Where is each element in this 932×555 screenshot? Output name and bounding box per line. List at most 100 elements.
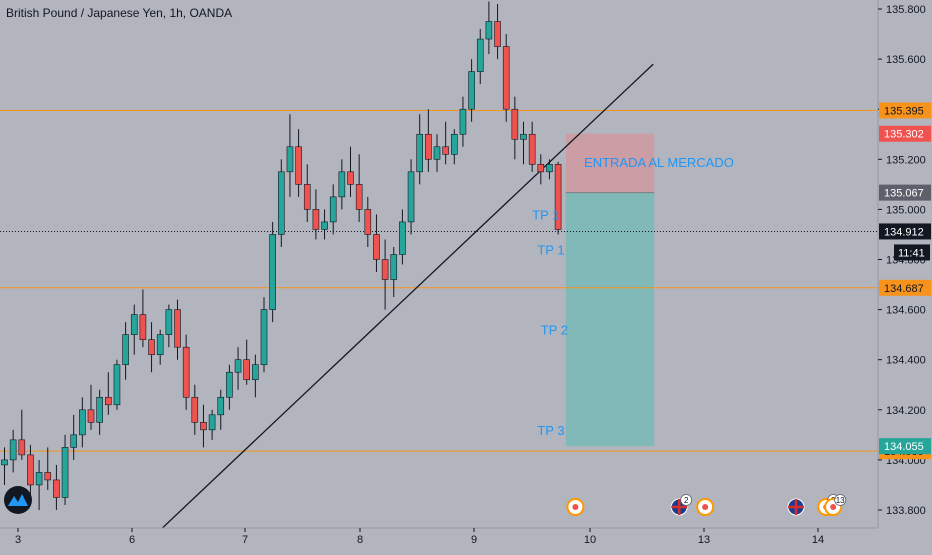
candle-body — [70, 434, 77, 448]
y-tick-label: 134.400 — [886, 355, 926, 367]
candle-body — [303, 184, 311, 210]
y-tick-label: 134.200 — [886, 405, 926, 417]
tradingview-logo-icon — [4, 486, 32, 514]
candle-body — [260, 309, 268, 366]
price-label-bg — [879, 184, 931, 201]
event-count-badge — [680, 494, 693, 506]
candle-body — [234, 359, 242, 373]
candle-body — [269, 234, 276, 310]
candle-body — [44, 472, 52, 481]
candle-body — [425, 133, 432, 160]
chart-title: British Pound / Japanese Yen, 1h, OANDA — [6, 6, 233, 20]
candle-body — [286, 146, 294, 173]
candle-body — [122, 334, 129, 366]
candle-body — [347, 171, 354, 185]
countdown-label: 11:41 — [898, 247, 925, 259]
candle-body — [338, 171, 346, 198]
level-price-label-bg — [879, 102, 931, 119]
candle-body — [105, 396, 112, 406]
candle-body — [130, 314, 138, 335]
event-count-label: 2 — [684, 496, 689, 505]
candle-body — [476, 38, 484, 72]
price-label: 135.067 — [884, 188, 924, 200]
candle-body — [450, 133, 458, 155]
candle-body — [502, 46, 510, 110]
y-tick-label: 135.600 — [886, 54, 926, 66]
candle-body — [243, 359, 250, 381]
candle-body — [217, 396, 225, 416]
price-label-bg — [879, 438, 931, 455]
candle-body — [87, 409, 95, 423]
candle-body — [537, 164, 545, 173]
candle-body — [468, 71, 475, 110]
candle-body — [27, 454, 34, 486]
tradingview-logo-mark — [8, 494, 28, 506]
candle-body — [554, 164, 562, 230]
y-tick-label: 135.800 — [886, 4, 926, 16]
price-label: 134.912 — [884, 226, 924, 238]
candle-body — [277, 171, 285, 235]
take-profit-zone — [565, 192, 655, 447]
candle-body — [511, 108, 519, 140]
event-count-badge — [834, 494, 847, 506]
candle-body — [165, 309, 173, 335]
candle-body — [191, 396, 199, 423]
candle-body — [329, 196, 337, 223]
candle-body — [156, 334, 164, 355]
candle-body — [528, 133, 536, 165]
candle-body — [494, 21, 501, 47]
candle-body — [520, 133, 527, 140]
candle-body — [312, 209, 320, 230]
candle-body — [139, 314, 147, 340]
candle-body — [546, 164, 553, 173]
x-tick-label: 6 — [129, 534, 135, 546]
candle-body — [1, 459, 8, 466]
candle-body — [96, 396, 103, 423]
candle-body — [321, 221, 328, 230]
y-tick-label: 135.000 — [886, 204, 926, 216]
price-label-bg — [879, 223, 931, 240]
candle-body — [174, 309, 181, 348]
stop-loss-zone — [565, 133, 655, 193]
candle-body — [18, 439, 26, 456]
candle-body — [399, 221, 406, 255]
x-tick-label: 8 — [357, 534, 363, 546]
candle-body — [148, 339, 155, 355]
level-price-label: 134.687 — [884, 283, 924, 295]
level-price-label: 135.395 — [884, 105, 924, 117]
y-tick-label: 133.800 — [886, 505, 926, 517]
candle-body — [416, 133, 424, 173]
candle-body — [364, 209, 372, 235]
x-tick-label: 7 — [242, 534, 248, 546]
candle-body — [182, 346, 190, 398]
candle-body — [226, 371, 233, 398]
candle-body — [390, 254, 398, 280]
candle-body — [35, 472, 43, 486]
annotation-label: TP 2 — [541, 323, 568, 338]
x-tick-label: 9 — [471, 534, 477, 546]
event-count-label: 13 — [836, 496, 845, 505]
price-label-bg — [879, 125, 931, 142]
candle-body — [381, 259, 389, 280]
candle-body — [433, 146, 441, 160]
price-label: 135.302 — [884, 129, 924, 141]
candle-body — [61, 447, 69, 498]
candle-body — [9, 439, 17, 461]
annotation-label: TP 3 — [537, 423, 564, 438]
annotation-label: TP 1 — [532, 207, 559, 222]
candle-body — [79, 409, 86, 436]
annotation-label: ENTRADA AL MERCADO — [584, 155, 734, 170]
x-tick-label: 10 — [584, 534, 596, 546]
y-tick-label: 134.600 — [886, 305, 926, 317]
candle-body — [53, 479, 60, 498]
candle-body — [355, 184, 363, 210]
economic-event-dot — [702, 504, 709, 510]
time-axis — [0, 528, 932, 550]
level-price-label-bg — [879, 279, 931, 296]
trendline — [159, 63, 654, 531]
candle-body — [485, 21, 493, 40]
x-tick-label: 14 — [812, 534, 824, 546]
candle-body — [407, 171, 415, 223]
